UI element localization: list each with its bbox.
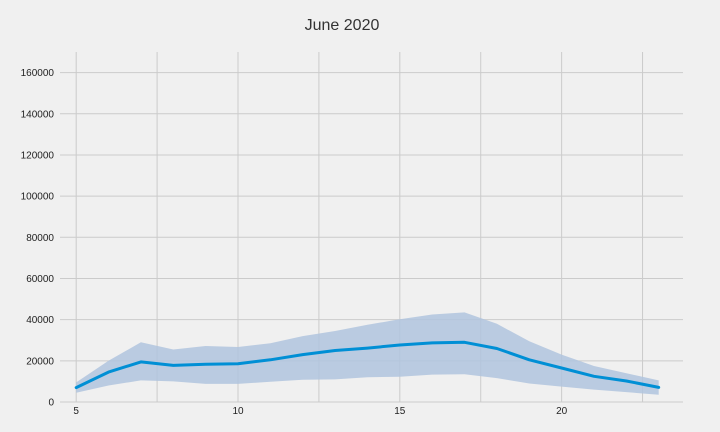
y-tick-label: 100000 xyxy=(21,192,55,203)
y-tick-label: 160000 xyxy=(21,68,55,79)
series-line xyxy=(74,340,661,390)
y-tick-label: 0 xyxy=(48,398,54,409)
x-tick-label: 5 xyxy=(73,406,79,417)
y-tick-label: 20000 xyxy=(26,356,54,367)
x-axis-ticks: 5 10 15 20 xyxy=(73,406,567,417)
chart-title: June 2020 xyxy=(305,17,380,34)
y-tick-label: 40000 xyxy=(26,315,54,326)
x-tick-label: 10 xyxy=(232,406,244,417)
x-tick-label: 20 xyxy=(556,406,568,417)
series-line-layer xyxy=(74,340,661,390)
x-tick-label: 15 xyxy=(394,406,406,417)
y-tick-label: 80000 xyxy=(26,233,54,244)
y-tick-label: 140000 xyxy=(21,109,55,120)
confidence-band-layer xyxy=(76,312,659,395)
y-tick-label: 120000 xyxy=(21,150,55,161)
confidence-band xyxy=(76,312,659,395)
y-tick-label: 60000 xyxy=(26,274,54,285)
y-axis-ticks: 0 20000 40000 60000 80000 100000 120000 140000 1… xyxy=(21,68,55,408)
